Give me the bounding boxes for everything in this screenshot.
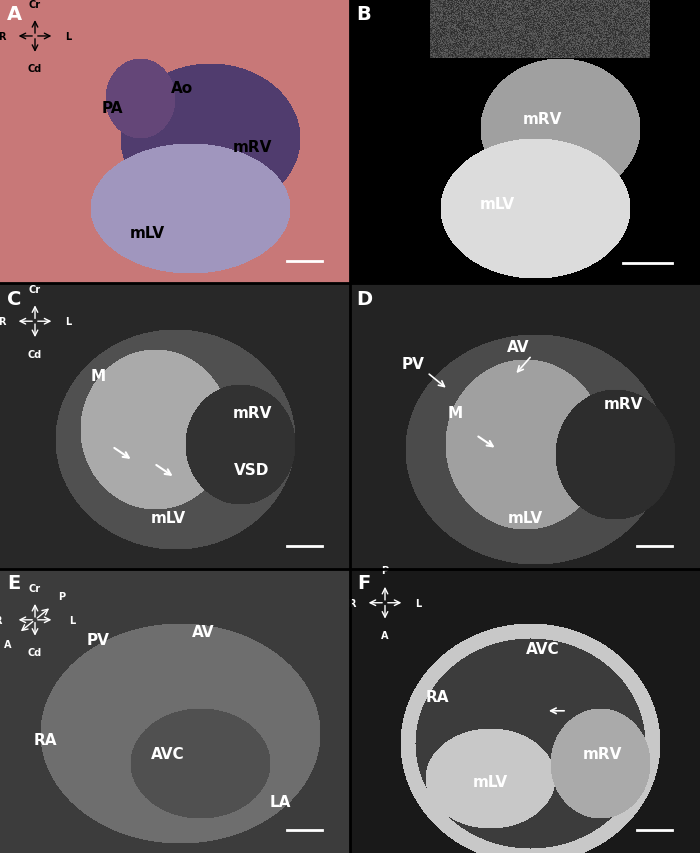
Text: P: P (58, 591, 65, 601)
Text: P: P (382, 566, 388, 576)
Text: mRV: mRV (232, 405, 272, 421)
Text: Ao: Ao (171, 80, 193, 96)
Text: A: A (382, 630, 388, 641)
Text: Cr: Cr (29, 583, 41, 593)
Text: L: L (415, 598, 421, 608)
Text: Cr: Cr (29, 285, 41, 294)
Text: R: R (0, 316, 6, 327)
Text: A: A (4, 639, 12, 649)
Text: E: E (8, 574, 20, 593)
Text: AV: AV (192, 624, 214, 639)
Text: mRV: mRV (232, 140, 272, 155)
Text: PV: PV (87, 632, 109, 647)
Text: mLV: mLV (130, 225, 164, 241)
Text: R: R (0, 615, 2, 625)
Text: AVC: AVC (526, 641, 559, 656)
Text: R: R (348, 598, 356, 608)
Text: Cd: Cd (28, 647, 42, 658)
Text: mLV: mLV (473, 775, 508, 790)
Text: M: M (90, 368, 106, 383)
Text: RA: RA (34, 732, 57, 747)
Text: M: M (447, 405, 463, 421)
Text: B: B (356, 5, 372, 24)
Text: PV: PV (402, 357, 424, 372)
Text: mLV: mLV (480, 197, 514, 212)
Text: L: L (65, 316, 71, 327)
Text: AV: AV (507, 339, 529, 355)
Text: C: C (7, 290, 21, 309)
Text: VSD: VSD (234, 462, 270, 477)
Text: R: R (0, 32, 6, 42)
Text: mRV: mRV (523, 112, 562, 127)
Text: D: D (356, 290, 372, 309)
Text: AVC: AVC (151, 746, 185, 761)
Text: L: L (69, 615, 75, 625)
Text: mLV: mLV (508, 510, 542, 525)
Text: Cr: Cr (29, 0, 41, 9)
Text: L: L (65, 32, 71, 42)
Text: mRV: mRV (603, 397, 643, 412)
Text: PA: PA (102, 101, 122, 115)
Text: mLV: mLV (150, 510, 186, 525)
Text: RA: RA (426, 689, 449, 705)
Text: mRV: mRV (582, 746, 622, 761)
Text: LA: LA (270, 794, 290, 809)
Text: A: A (6, 5, 22, 24)
Text: Cd: Cd (28, 64, 42, 74)
Text: F: F (358, 574, 370, 593)
Text: Cd: Cd (28, 349, 42, 359)
